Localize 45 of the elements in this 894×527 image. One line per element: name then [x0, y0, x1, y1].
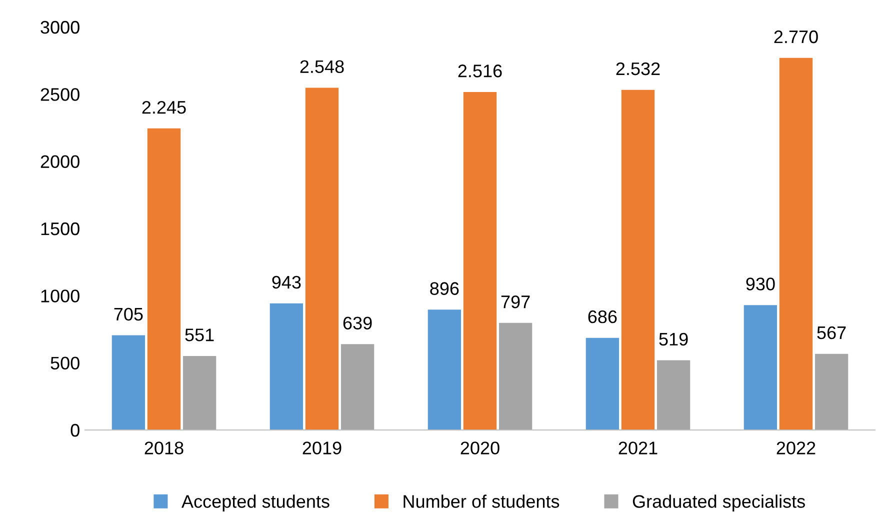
bar: [498, 322, 532, 430]
data-label: 567: [817, 326, 846, 340]
bar: [340, 344, 374, 430]
data-label: 2.532: [616, 62, 660, 76]
bar: [112, 335, 146, 430]
data-label: 896: [430, 282, 459, 295]
data-label: 930: [746, 278, 775, 290]
bar: [182, 356, 216, 430]
data-label: 551: [185, 328, 214, 342]
y-tick-label: 0: [70, 424, 80, 437]
bar: [814, 354, 848, 430]
y-tick-label: 2500: [40, 88, 80, 101]
data-label: 2.245: [142, 100, 186, 114]
data-label: 943: [272, 276, 301, 289]
x-tick-label: 2019: [302, 442, 342, 454]
data-label: 705: [114, 308, 143, 321]
bar: [305, 88, 339, 430]
x-tick-label: 2022: [776, 442, 816, 454]
bar: [428, 310, 462, 430]
data-label: 2.548: [300, 60, 344, 74]
data-label: 2.516: [458, 64, 502, 78]
legend-label: Graduated specialists: [632, 494, 805, 512]
x-tick-label: 2021: [618, 442, 658, 454]
bar: [586, 338, 620, 430]
y-tick-label: 1500: [41, 222, 80, 236]
y-tick-label: 2000: [40, 155, 80, 168]
bar: [270, 303, 304, 430]
bar: [744, 305, 778, 430]
x-tick-label: 2018: [144, 442, 184, 454]
bar: [779, 58, 813, 430]
x-tick-label: 2020: [460, 442, 500, 454]
y-tick-label: 3000: [40, 20, 80, 34]
data-label: 2.770: [774, 30, 818, 44]
y-tick-label: 1000: [41, 290, 80, 302]
bar: [656, 360, 690, 430]
legend-label: Accepted students: [182, 494, 330, 512]
data-label: 519: [659, 332, 688, 346]
data-label: 639: [343, 316, 372, 330]
data-label: 797: [501, 295, 530, 308]
bar: [621, 90, 655, 430]
data-label: 686: [588, 310, 617, 324]
bar: [147, 128, 181, 430]
legend-label: Number of students: [404, 494, 560, 508]
y-tick-label: 500: [50, 356, 80, 370]
bar: [463, 92, 497, 430]
